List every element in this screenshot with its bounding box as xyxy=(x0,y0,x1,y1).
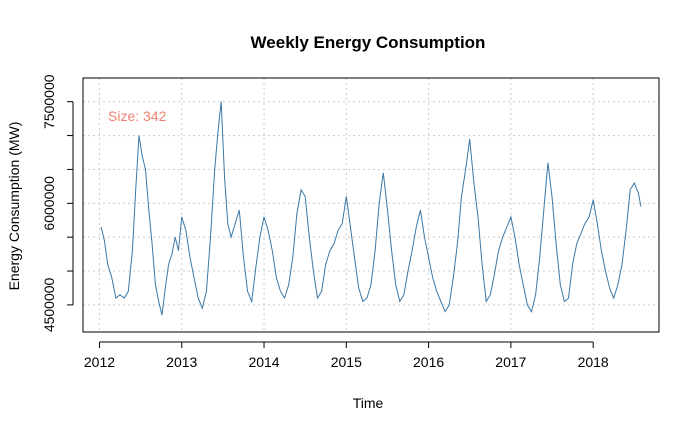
plot-box xyxy=(82,77,660,333)
y-tick-label: 6000000 xyxy=(41,176,57,231)
x-tick-label: 2013 xyxy=(166,354,197,370)
x-axis-label: Time xyxy=(353,395,384,411)
y-tick-label: 4500000 xyxy=(41,277,57,332)
y-axis-label: Energy Consumption (MW) xyxy=(6,122,22,291)
x-tick-label: 2014 xyxy=(248,354,279,370)
size-annotation: Size: 342 xyxy=(108,108,167,124)
x-tick-label: 2015 xyxy=(331,354,362,370)
y-axis: 4500000 6000000 7500000 xyxy=(41,74,74,332)
x-tick-label: 2016 xyxy=(413,354,444,370)
y-tick-label: 7500000 xyxy=(41,74,57,129)
series-line xyxy=(100,101,642,316)
chart-title: Weekly Energy Consumption xyxy=(251,33,486,52)
x-tick-label: 2012 xyxy=(84,354,115,370)
x-tick-label: 2017 xyxy=(495,354,526,370)
x-tick-label: 2018 xyxy=(578,354,609,370)
series-layer xyxy=(100,101,642,316)
x-axis: 2012 2013 2014 2015 2016 2017 2018 xyxy=(84,341,609,370)
grid xyxy=(83,78,659,332)
